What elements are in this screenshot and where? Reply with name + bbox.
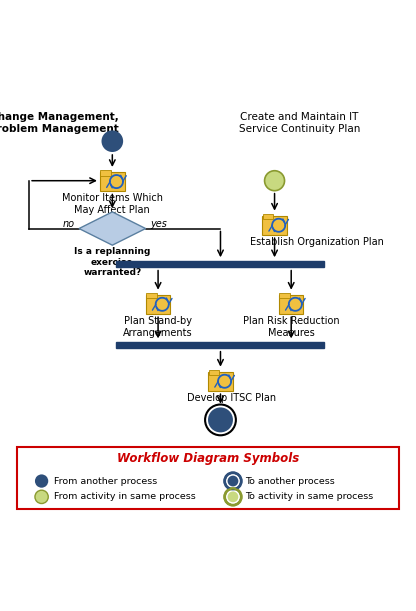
Circle shape — [265, 170, 285, 191]
Circle shape — [35, 474, 48, 488]
Text: Monitor Items Which
May Affect Plan: Monitor Items Which May Affect Plan — [62, 193, 163, 215]
Text: From activity in same process: From activity in same process — [54, 492, 196, 502]
Text: To another process: To another process — [245, 477, 335, 486]
FancyBboxPatch shape — [101, 170, 111, 176]
Circle shape — [35, 490, 48, 503]
FancyBboxPatch shape — [263, 214, 273, 219]
Circle shape — [225, 489, 241, 505]
Circle shape — [225, 473, 241, 489]
Text: Is a replanning
exercise
warranted?: Is a replanning exercise warranted? — [74, 247, 151, 277]
FancyBboxPatch shape — [209, 370, 219, 375]
Text: Develop ITSC Plan: Develop ITSC Plan — [187, 393, 276, 403]
Text: Workflow Diagram Symbols: Workflow Diagram Symbols — [117, 452, 299, 465]
FancyBboxPatch shape — [146, 295, 171, 314]
Polygon shape — [79, 212, 146, 245]
FancyBboxPatch shape — [262, 216, 287, 235]
Text: To activity in same process: To activity in same process — [245, 492, 374, 502]
Circle shape — [228, 475, 238, 486]
FancyBboxPatch shape — [146, 293, 157, 298]
Text: Plan Risk Reduction
Measures: Plan Risk Reduction Measures — [243, 316, 339, 337]
Text: no: no — [63, 219, 75, 229]
FancyBboxPatch shape — [280, 293, 290, 298]
Text: Create and Maintain IT
Service Continuity Plan: Create and Maintain IT Service Continuit… — [239, 112, 360, 134]
FancyBboxPatch shape — [208, 371, 233, 391]
Circle shape — [102, 130, 123, 152]
Text: yes: yes — [150, 219, 167, 229]
Text: Establish Organization Plan: Establish Organization Plan — [250, 237, 384, 247]
Text: From another process: From another process — [54, 477, 157, 486]
Circle shape — [208, 408, 233, 433]
Text: Plan Stand-by
Arrangements: Plan Stand-by Arrangements — [123, 316, 193, 337]
Bar — [17, 447, 399, 510]
Bar — [116, 261, 324, 267]
Bar — [116, 342, 324, 348]
Circle shape — [228, 491, 238, 502]
Circle shape — [205, 404, 236, 435]
FancyBboxPatch shape — [279, 295, 304, 314]
Text: Change Management,
Problem Management: Change Management, Problem Management — [0, 112, 119, 134]
FancyBboxPatch shape — [100, 172, 125, 191]
